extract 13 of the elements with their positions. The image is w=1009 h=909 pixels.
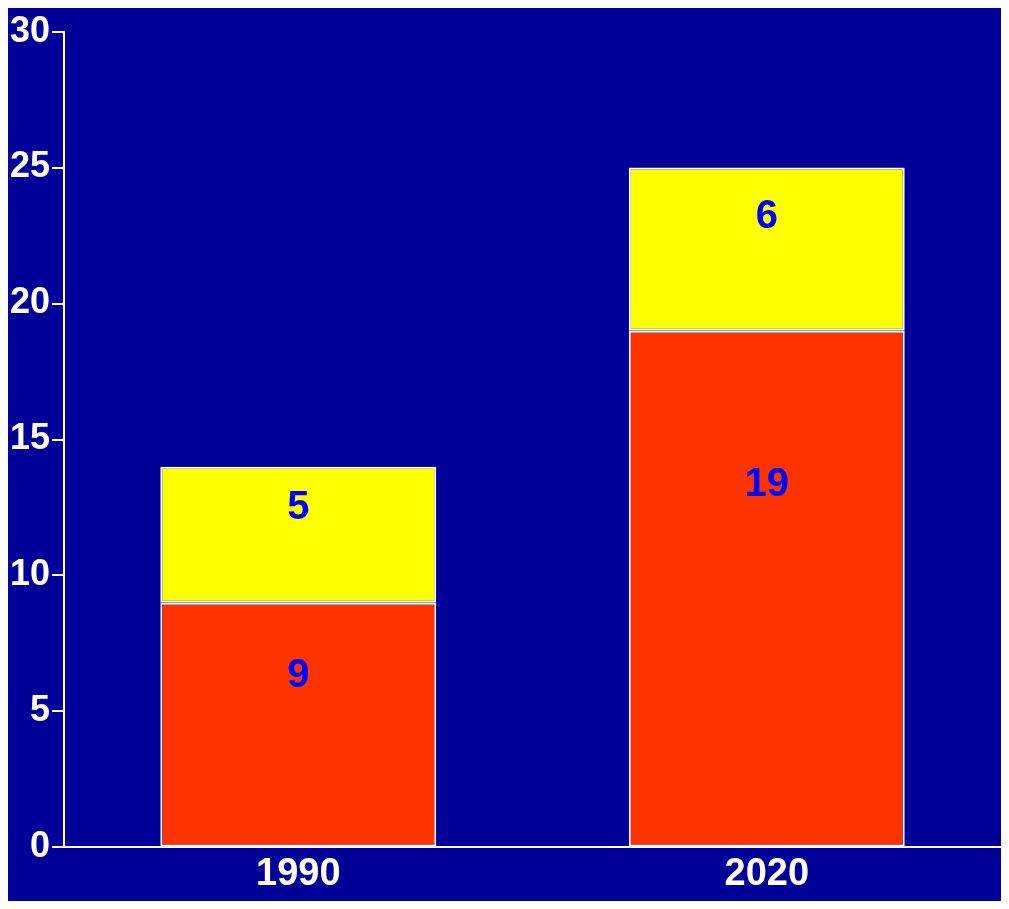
y-tick-label: 30 (10, 8, 51, 50)
y-tick-label: 15 (10, 416, 51, 458)
y-tick-label: 20 (10, 280, 51, 322)
y-tick-label: 10 (10, 552, 51, 594)
y-tick-label: 25 (10, 144, 51, 186)
data-label: 6 (755, 191, 778, 236)
data-label: 9 (287, 650, 310, 695)
y-tick-label: 5 (30, 688, 51, 730)
data-label: 19 (744, 460, 790, 505)
x-tick-label: 2020 (724, 850, 810, 893)
x-tick-label: 1990 (256, 850, 341, 893)
data-label: 5 (287, 482, 310, 527)
y-tick-label: 0 (30, 824, 51, 866)
